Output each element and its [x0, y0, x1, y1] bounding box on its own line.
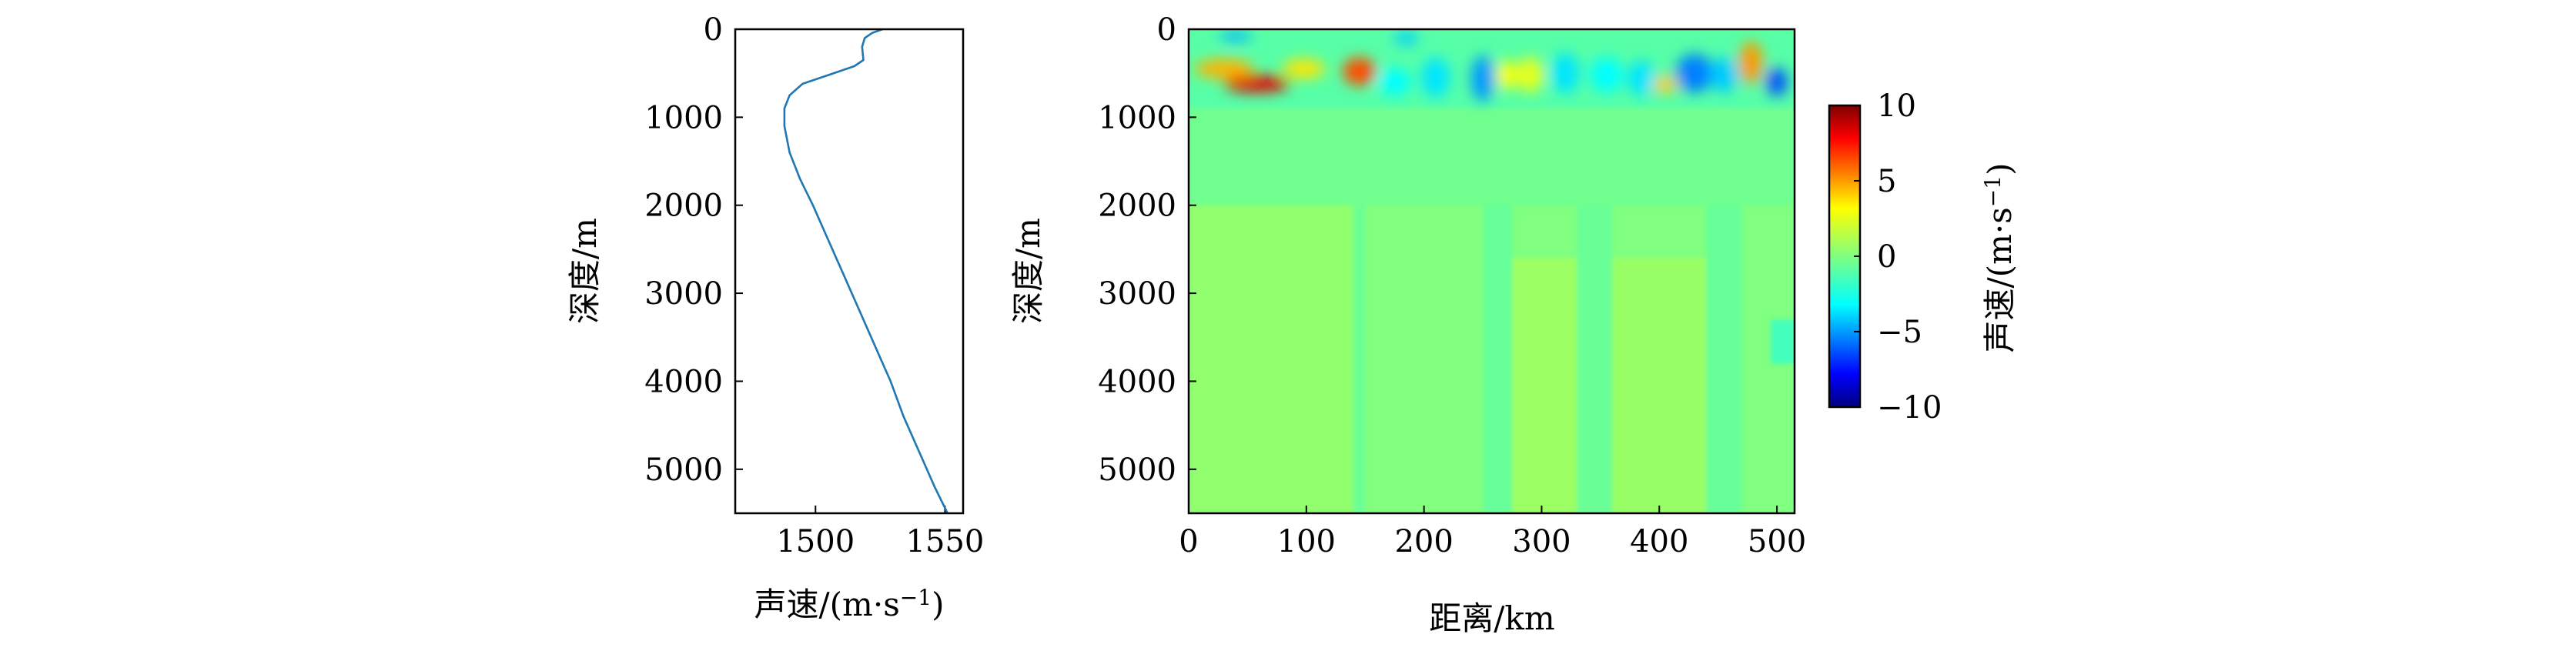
heatmap-anomaly	[1515, 57, 1544, 93]
ytick-label: 0	[704, 12, 723, 48]
perturbation-heatmap-panel: 0 1000 2000 3000 4000 5000 0 100 200 300 400 500 距…	[1009, 12, 1806, 637]
ytick-label: 2000	[644, 189, 723, 224]
ytick-label: 1000	[1098, 100, 1176, 135]
heatmap-anomaly	[1394, 31, 1418, 45]
colorbar-tick-label: −5	[1877, 315, 1922, 350]
xtick-label: 300	[1512, 524, 1571, 559]
colorbar: 10 5 0 −5 −10 声速/(m·s−1)	[1828, 88, 2019, 426]
xtick-label: 1500	[776, 524, 855, 559]
colorbar-label: 声速/(m·s−1)	[1980, 163, 2019, 353]
heatmap-anomaly	[1470, 55, 1495, 102]
heatmap-xlabel: 距离/km	[1429, 599, 1554, 637]
heatmap-anomaly	[1219, 31, 1253, 42]
ytick-label: 4000	[644, 364, 723, 399]
colorbar-tick-label: 10	[1877, 88, 1916, 124]
heatmap-anomaly	[1551, 52, 1580, 94]
ytick-label: 3000	[644, 276, 723, 312]
heatmap-band	[1612, 258, 1707, 513]
xtick-label: 1550	[906, 524, 985, 559]
xtick-label: 400	[1630, 524, 1688, 559]
heatmap-ylabel: 深度/m	[1009, 218, 1047, 324]
heatmap-band	[1577, 205, 1613, 513]
ytick-label: 5000	[644, 452, 723, 488]
heatmap-band	[1189, 108, 1795, 205]
heatmap-anomaly	[1497, 60, 1516, 90]
heatmap-anomaly	[1653, 75, 1678, 94]
heatmap-band	[1771, 319, 1795, 364]
ytick-label: 5000	[1098, 452, 1176, 488]
heatmap-anomaly	[1628, 61, 1656, 96]
heatmap-anomaly	[1739, 42, 1763, 84]
heatmap-anomaly	[1223, 75, 1290, 92]
heatmap-anomaly	[1378, 68, 1411, 96]
heatmap-band	[1189, 205, 1353, 513]
heatmap-band	[1512, 258, 1577, 513]
heatmap-anomaly	[1343, 57, 1376, 86]
profile-axes-frame	[734, 28, 965, 515]
colorbar-tick-label: −10	[1877, 390, 1942, 426]
heatmap-anomaly	[1194, 58, 1254, 79]
profile-yticks: 0 1000 2000 3000 4000 5000	[644, 12, 743, 488]
xtick-label: 200	[1394, 524, 1453, 559]
profile-ylabel: 深度/m	[566, 218, 604, 324]
heatmap-anomaly	[1283, 58, 1326, 79]
heatmap-anomaly	[1675, 54, 1714, 93]
heatmap-anomaly	[1421, 57, 1450, 98]
heatmap-band	[1353, 205, 1366, 513]
profile-xlabel: 声速/(m·s−1)	[754, 585, 945, 623]
ytick-label: 2000	[1098, 189, 1176, 224]
heatmap-band	[1365, 205, 1484, 513]
xtick-label: 0	[1179, 524, 1198, 559]
sound-speed-profile-line	[783, 28, 948, 514]
heatmap-anomalies	[1194, 31, 1788, 102]
heatmap-anomaly	[1590, 57, 1623, 93]
colorbar-tick-label: 0	[1877, 239, 1896, 275]
ytick-label: 4000	[1098, 364, 1176, 399]
profile-xticks: 1500 1550	[776, 506, 984, 559]
ytick-label: 1000	[644, 100, 723, 135]
heatmap-yticks: 0 1000 2000 3000 4000 5000	[1098, 12, 1196, 488]
colorbar-tick-label: 5	[1877, 164, 1896, 199]
heatmap-axes-frame	[1187, 28, 1796, 515]
heatmap-xticks: 0 100 200 300 400 500	[1179, 506, 1806, 559]
heatmap-band	[1706, 205, 1742, 513]
ytick-label: 3000	[1098, 276, 1176, 312]
colorbar-ticks: 10 5 0 −5 −10	[1854, 88, 1942, 426]
heatmap-bands	[1189, 29, 1795, 513]
ytick-label: 0	[1157, 12, 1176, 48]
speed-profile-panel: 0 1000 2000 3000 4000 5000 1500 1550 声速/(m·s−1…	[566, 12, 984, 623]
xtick-label: 100	[1277, 524, 1336, 559]
heatmap-anomaly	[1766, 68, 1788, 96]
heatmap-anomaly	[1709, 57, 1738, 93]
xtick-label: 500	[1748, 524, 1806, 559]
heatmap-band	[1483, 205, 1513, 513]
